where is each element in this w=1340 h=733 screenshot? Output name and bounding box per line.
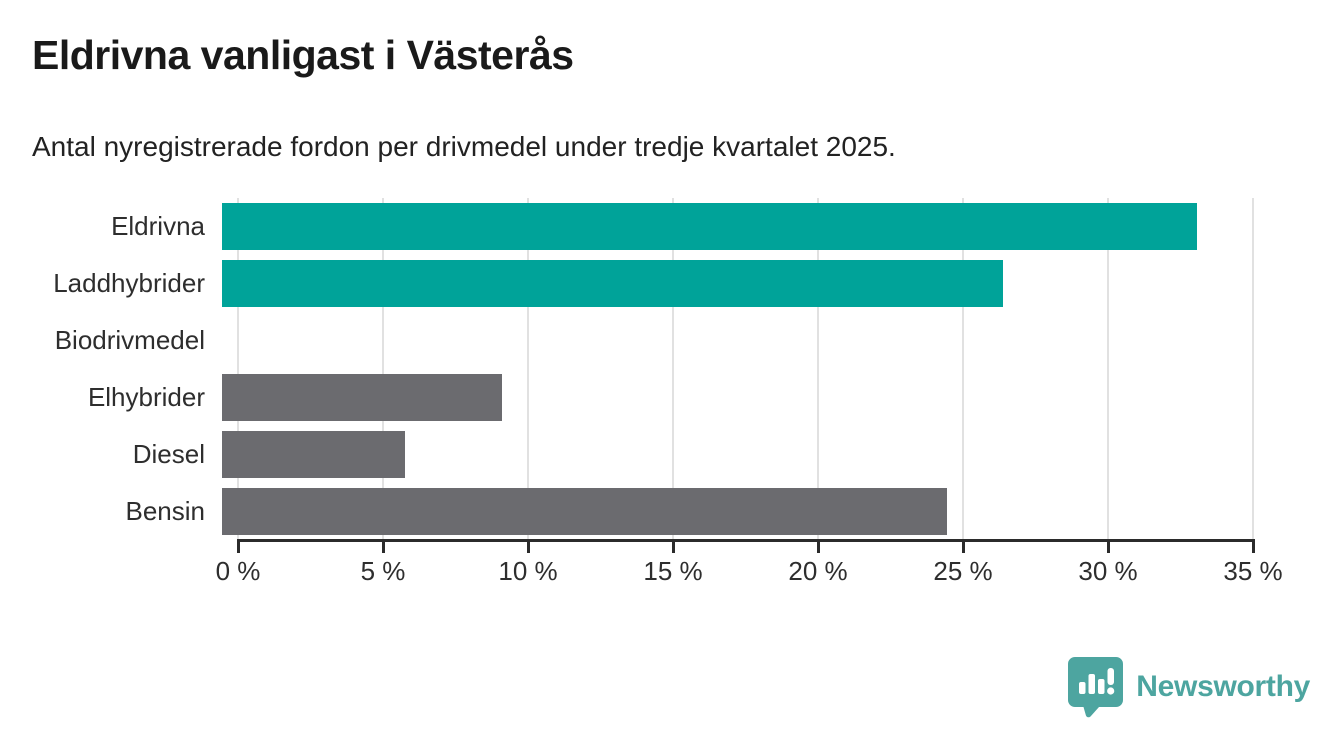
- plot-rows: Eldrivna Laddhybrider Biodrivmedel Elhybrid…: [0, 198, 1253, 540]
- chart-row: Diesel: [0, 426, 1253, 483]
- axis-tick: [817, 539, 820, 553]
- gridline: [817, 198, 819, 540]
- axis-tick: [237, 539, 240, 553]
- axis-tick-label: 35 %: [1223, 556, 1283, 586]
- category-label: Laddhybrider: [53, 268, 205, 298]
- axis-tick-label: 10 %: [498, 556, 558, 586]
- gridline: [672, 198, 674, 540]
- bar-track: [222, 426, 1253, 483]
- chart-row: Eldrivna: [0, 198, 1253, 255]
- gridline: [382, 198, 384, 540]
- axis-tick-label: 0 %: [215, 556, 261, 586]
- axis-tick: [962, 539, 965, 553]
- bar-track: [222, 198, 1253, 255]
- brand-logo: Newsworthy: [1067, 656, 1310, 718]
- x-axis-line: [238, 539, 1255, 542]
- bar-diesel: [222, 431, 405, 478]
- bar-elhybrider: [222, 374, 502, 421]
- chart-title: Eldrivna vanligast i Västerås: [32, 32, 574, 78]
- axis-tick: [382, 539, 385, 553]
- bar-track: [222, 255, 1253, 312]
- gridline: [1107, 198, 1109, 540]
- bar-bensin: [222, 488, 947, 535]
- chart-row: Elhybrider: [0, 369, 1253, 426]
- bar-track: [222, 312, 1253, 369]
- category-label: Diesel: [132, 439, 205, 469]
- bar-laddhybrider: [222, 260, 1003, 307]
- category-label: Bensin: [125, 496, 206, 526]
- gridline: [527, 198, 529, 540]
- axis-tick-label: 5 %: [360, 556, 406, 586]
- axis-tick: [527, 539, 530, 553]
- gridline: [1252, 198, 1254, 540]
- bar-track: [222, 483, 1253, 540]
- category-label: Eldrivna: [111, 211, 205, 241]
- bar-eldrivna: [222, 203, 1198, 250]
- axis-tick-label: 20 %: [788, 556, 848, 586]
- axis-tick-label: 25 %: [933, 556, 993, 586]
- category-label: Elhybrider: [87, 382, 205, 412]
- bar-track: [222, 369, 1253, 426]
- chart-row: Biodrivmedel: [0, 312, 1253, 369]
- chart-row: Bensin: [0, 483, 1253, 540]
- chart-row: Laddhybrider: [0, 255, 1253, 312]
- axis-tick-label: 30 %: [1078, 556, 1138, 586]
- axis-tick-label: 15 %: [643, 556, 703, 586]
- bar-chart-speech-bubble-icon: [1068, 657, 1124, 718]
- gridline: [962, 198, 964, 540]
- chart-subtitle: Antal nyregistrerade fordon per drivmede…: [32, 131, 896, 162]
- gridline: [237, 198, 239, 540]
- axis-tick: [1252, 539, 1255, 553]
- brand-wordmark: Newsworthy: [1136, 670, 1310, 703]
- axis-tick: [1107, 539, 1110, 553]
- axis-tick: [672, 539, 675, 553]
- gridline-layer: [237, 198, 1254, 540]
- category-label: Biodrivmedel: [54, 325, 205, 355]
